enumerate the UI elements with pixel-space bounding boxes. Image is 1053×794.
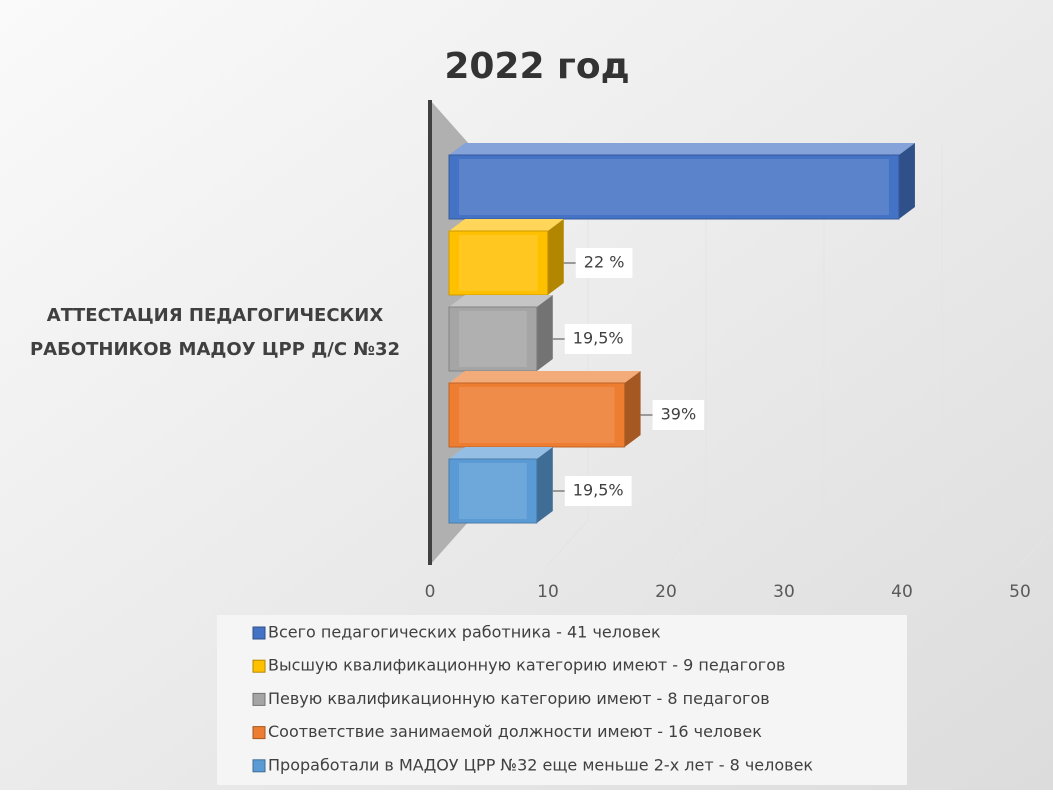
legend: [217, 615, 907, 785]
legend-label: Певую квалификационную категорию имеют -…: [268, 689, 770, 708]
grid-line-floor: [901, 519, 943, 566]
bar-side: [547, 219, 564, 295]
bar-top: [449, 219, 564, 231]
bar-shine: [459, 463, 527, 519]
x-tick-label: 20: [655, 582, 677, 602]
bar: [448, 306, 538, 372]
x-tick-label: 10: [537, 582, 559, 602]
y-tick-label: АТТЕСТАЦИЯ ПЕДАГОГИЧЕСКИХ РАБОТНИКОВ МАДО…: [30, 305, 400, 360]
legend-swatch: [252, 759, 266, 773]
x-tick-label: 40: [891, 582, 913, 602]
bar: [448, 382, 626, 448]
bar-group: [448, 143, 915, 220]
bar-side: [624, 371, 641, 447]
bar-group: [448, 447, 553, 524]
data-label: 22 %: [584, 253, 625, 272]
bar: [448, 154, 900, 220]
bar-shine: [459, 159, 889, 215]
bar-shine: [459, 311, 527, 367]
legend-swatch: [252, 659, 266, 673]
bar-top: [449, 447, 553, 459]
grid-line-floor: [547, 519, 589, 566]
x-tick-label: 50: [1009, 582, 1031, 602]
x-tick-label: 0: [425, 582, 436, 602]
bar-shine: [459, 235, 538, 291]
legend-label: Проработали в МАДОУ ЦРР №32 еще меньше 2…: [268, 755, 813, 774]
bar-group: [448, 295, 553, 372]
bar-top: [449, 371, 641, 383]
bar: [448, 458, 538, 524]
bar-group: [448, 371, 641, 448]
grid-line-floor: [783, 519, 825, 566]
data-label-box: [652, 400, 705, 430]
data-label: 39%: [661, 405, 697, 424]
chart-title: 2022 год: [444, 46, 629, 87]
x-tick-label: 30: [773, 582, 795, 602]
grid-line-floor: [1019, 527, 1053, 566]
legend-swatch: [252, 626, 266, 640]
legend-swatch: [252, 692, 266, 706]
data-label: 19,5%: [573, 481, 624, 500]
bar-side: [536, 447, 553, 523]
legend-label: Всего педагогических работника - 41 чело…: [268, 623, 661, 642]
bar-top: [449, 143, 915, 155]
legend-label: Высшую квалификационную категорию имеют …: [268, 656, 785, 675]
bar-shine: [459, 387, 615, 443]
legend-label: Соответствие занимаемой должности имеют …: [268, 722, 762, 741]
bar: [448, 230, 549, 296]
data-label: 19,5%: [573, 329, 624, 348]
bar-group: [448, 219, 564, 296]
grid-line-floor: [665, 519, 707, 566]
data-label-box: [575, 248, 633, 278]
bar-side: [536, 295, 553, 371]
legend-swatch: [252, 726, 266, 740]
bar-side: [898, 143, 915, 219]
bar-top: [449, 295, 553, 307]
data-label-box: [564, 476, 632, 506]
data-label-box: [564, 324, 632, 354]
